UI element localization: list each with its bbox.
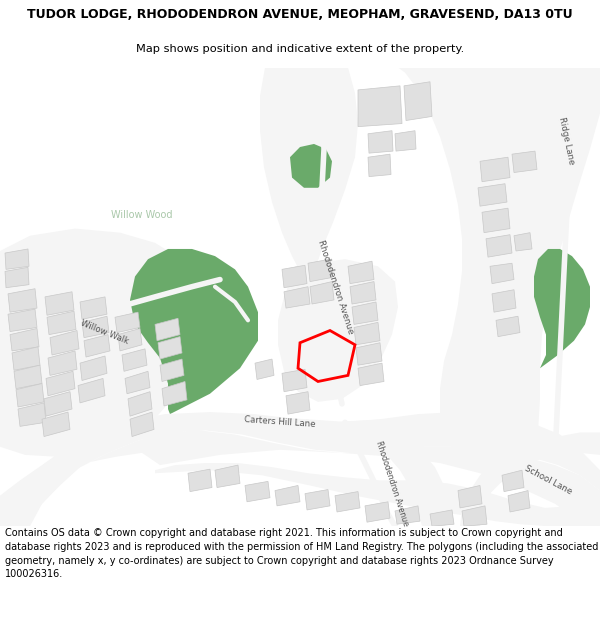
Polygon shape — [284, 287, 310, 308]
Polygon shape — [486, 235, 512, 257]
Text: Carters Hill Lane: Carters Hill Lane — [244, 415, 316, 429]
Polygon shape — [430, 510, 454, 526]
Polygon shape — [352, 302, 378, 324]
Polygon shape — [368, 131, 393, 153]
Polygon shape — [118, 329, 142, 351]
Polygon shape — [128, 392, 152, 416]
Polygon shape — [215, 465, 240, 488]
Polygon shape — [282, 369, 307, 392]
Polygon shape — [345, 422, 448, 526]
Polygon shape — [348, 261, 374, 284]
Polygon shape — [508, 491, 530, 512]
Polygon shape — [358, 86, 402, 127]
Polygon shape — [188, 469, 212, 492]
Text: Willow Walk: Willow Walk — [80, 319, 130, 346]
Polygon shape — [458, 486, 482, 508]
Polygon shape — [115, 312, 140, 332]
Polygon shape — [80, 356, 107, 381]
Polygon shape — [460, 432, 600, 526]
Polygon shape — [308, 259, 332, 282]
Text: TUDOR LODGE, RHODODENDRON AVENUE, MEOPHAM, GRAVESEND, DA13 0TU: TUDOR LODGE, RHODODENDRON AVENUE, MEOPHA… — [27, 8, 573, 21]
Polygon shape — [155, 463, 600, 526]
Polygon shape — [158, 337, 182, 359]
Text: School Lane: School Lane — [523, 464, 573, 497]
Polygon shape — [8, 289, 37, 312]
Polygon shape — [130, 412, 154, 436]
Polygon shape — [125, 371, 150, 394]
Polygon shape — [16, 384, 44, 407]
Polygon shape — [368, 154, 391, 177]
Polygon shape — [5, 268, 29, 288]
Polygon shape — [356, 342, 382, 365]
Polygon shape — [245, 481, 270, 502]
Polygon shape — [45, 292, 74, 315]
Polygon shape — [44, 392, 72, 416]
Polygon shape — [275, 486, 300, 506]
Polygon shape — [480, 158, 510, 182]
Polygon shape — [335, 492, 360, 512]
Polygon shape — [122, 349, 147, 371]
Text: Rhododendron Avenue: Rhododendron Avenue — [374, 440, 410, 527]
Polygon shape — [502, 470, 524, 492]
Polygon shape — [12, 347, 40, 370]
Text: Contains OS data © Crown copyright and database right 2021. This information is : Contains OS data © Crown copyright and d… — [5, 529, 598, 579]
Polygon shape — [47, 311, 76, 334]
Text: Willow Wood: Willow Wood — [111, 211, 173, 221]
Polygon shape — [492, 290, 516, 312]
Polygon shape — [0, 229, 215, 457]
Polygon shape — [160, 359, 184, 381]
Text: Ridge Lane: Ridge Lane — [557, 116, 575, 166]
Polygon shape — [482, 208, 510, 232]
Polygon shape — [310, 282, 334, 304]
Polygon shape — [260, 68, 358, 276]
Polygon shape — [395, 131, 416, 151]
Polygon shape — [255, 359, 274, 379]
Text: Rhododendron Avenue: Rhododendron Avenue — [317, 239, 355, 335]
Polygon shape — [365, 502, 390, 522]
Polygon shape — [10, 329, 39, 351]
Polygon shape — [50, 331, 79, 355]
Polygon shape — [490, 263, 514, 284]
Polygon shape — [84, 334, 110, 357]
Polygon shape — [355, 68, 600, 470]
Polygon shape — [350, 282, 376, 304]
Polygon shape — [155, 318, 180, 341]
Polygon shape — [8, 309, 37, 331]
Polygon shape — [462, 506, 487, 526]
Polygon shape — [404, 82, 432, 121]
Polygon shape — [130, 249, 258, 414]
Polygon shape — [514, 232, 532, 251]
Polygon shape — [14, 365, 42, 389]
Polygon shape — [46, 371, 75, 396]
Polygon shape — [305, 489, 330, 510]
Polygon shape — [395, 506, 420, 524]
Polygon shape — [18, 403, 46, 426]
Polygon shape — [282, 265, 307, 288]
Polygon shape — [82, 316, 109, 338]
Polygon shape — [5, 249, 29, 269]
Polygon shape — [512, 151, 537, 173]
Polygon shape — [496, 316, 520, 337]
Polygon shape — [290, 144, 332, 188]
Text: Map shows position and indicative extent of the property.: Map shows position and indicative extent… — [136, 44, 464, 54]
Polygon shape — [0, 412, 600, 526]
Polygon shape — [358, 363, 384, 386]
Polygon shape — [80, 297, 107, 319]
Polygon shape — [42, 412, 70, 436]
Polygon shape — [78, 378, 105, 403]
Polygon shape — [354, 322, 380, 345]
Polygon shape — [48, 351, 77, 376]
Polygon shape — [0, 431, 600, 526]
Polygon shape — [478, 184, 507, 206]
Polygon shape — [162, 381, 187, 406]
Polygon shape — [534, 249, 590, 368]
Polygon shape — [286, 392, 310, 414]
Polygon shape — [278, 259, 398, 402]
